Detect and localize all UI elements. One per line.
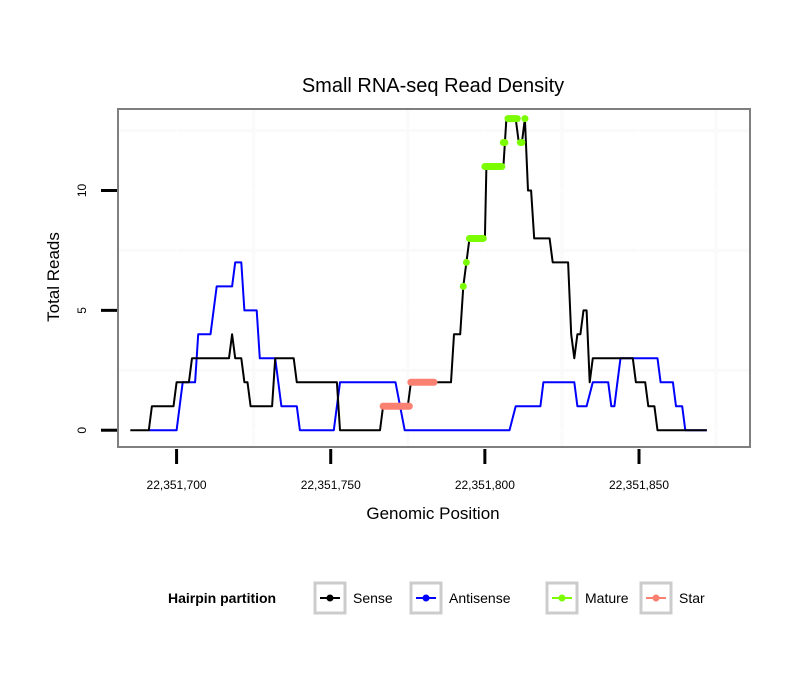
y-tick-label: 0 (75, 427, 89, 434)
legend-entries: Sense Antisense Mature Star (313, 581, 705, 615)
legend-key-dot (652, 594, 660, 602)
x-axis: 22,351,700 22,351,750 22,351,800 22,351,850 (147, 449, 669, 492)
series-layer (130, 115, 707, 432)
legend-label: Mature (585, 590, 629, 606)
legend-label: Antisense (449, 590, 511, 606)
y-tick-label: 5 (75, 307, 89, 314)
legend: Hairpin partition Sense Antisense Mature St… (168, 581, 705, 615)
panel-border (117, 108, 751, 448)
legend-title: Hairpin partition (168, 590, 276, 606)
x-tick-label: 22,351,800 (455, 478, 515, 492)
legend-label: Star (679, 590, 705, 606)
legend-label: Sense (353, 590, 393, 606)
legend-key-dot (422, 594, 430, 602)
y-axis-title: Total Reads (44, 232, 63, 322)
legend-key-dot (326, 594, 334, 602)
x-tick-label: 22,351,700 (147, 478, 207, 492)
minor-gridlines (118, 109, 750, 447)
major-gridlines (118, 109, 750, 447)
y-axis: 0 5 10 (75, 184, 117, 434)
chart-title: Small RNA-seq Read Density (302, 75, 564, 97)
legend-entry-sense: Sense (313, 581, 393, 615)
legend-entry-antisense: Antisense (409, 581, 511, 615)
x-tick-label: 22,351,850 (609, 478, 669, 492)
legend-entry-mature: Mature (545, 581, 629, 615)
plot-panel (117, 108, 751, 448)
legend-entry-star: Star (639, 581, 705, 615)
x-axis-title: Genomic Position (366, 504, 499, 523)
x-tick-label: 22,351,750 (301, 478, 361, 492)
panel-background (118, 109, 750, 447)
y-tick-label: 10 (75, 184, 89, 198)
legend-key-dot (558, 594, 566, 602)
